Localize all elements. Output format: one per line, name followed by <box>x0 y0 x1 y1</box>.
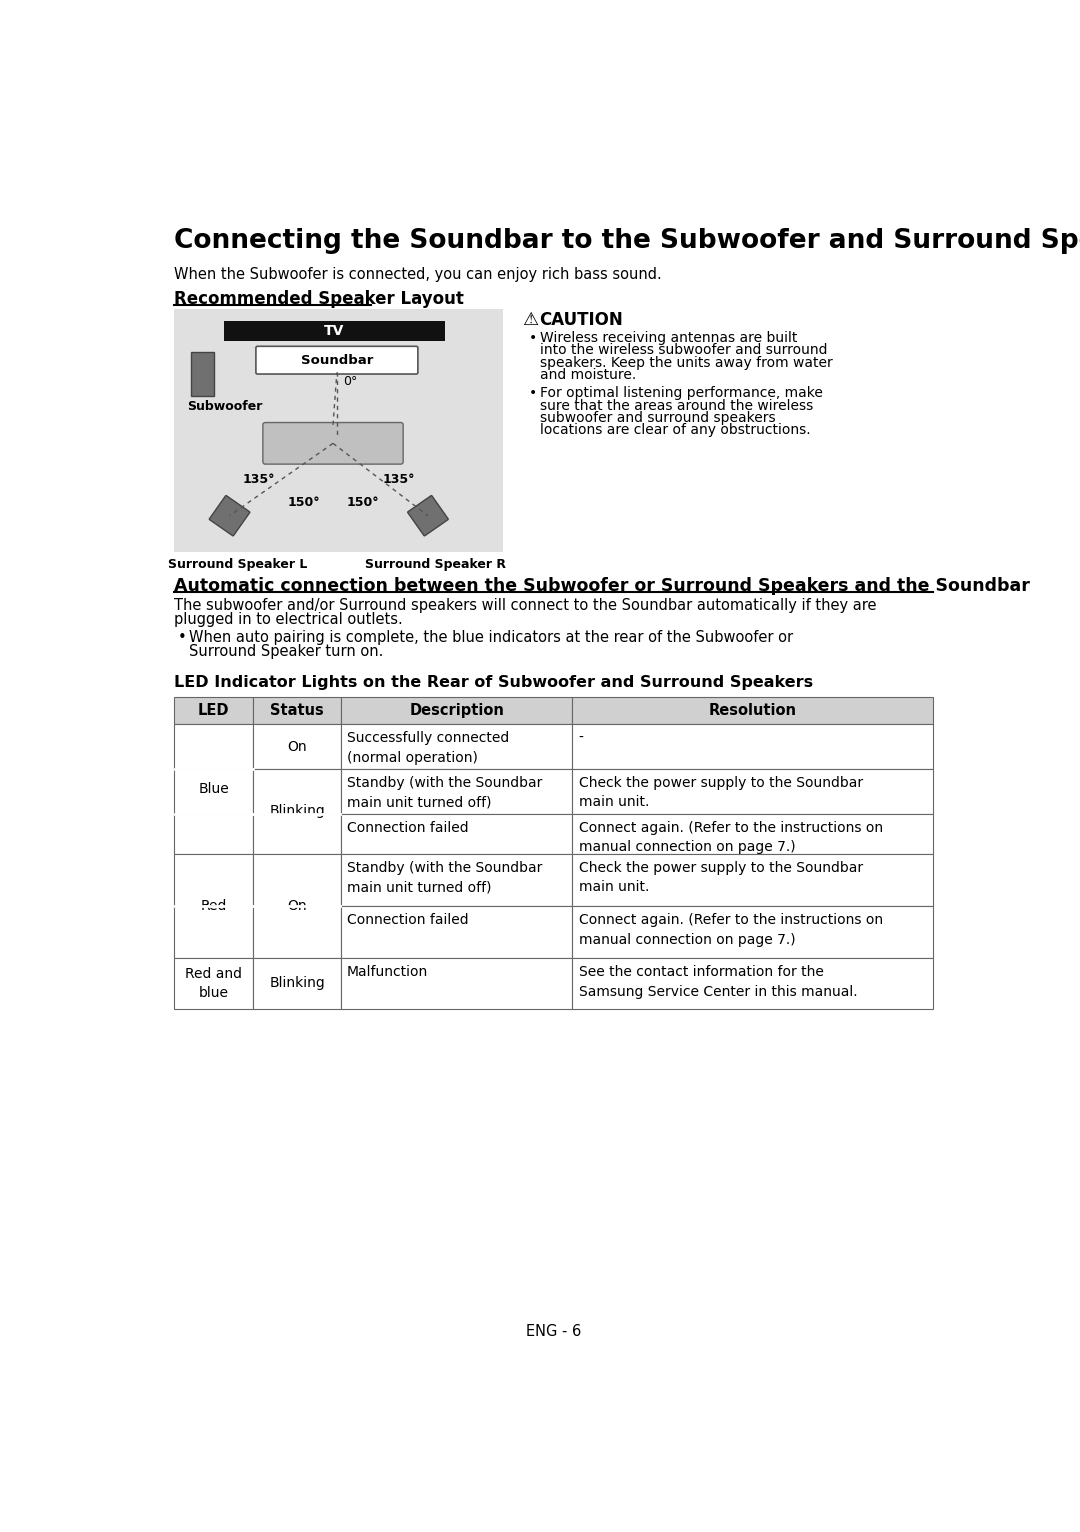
FancyBboxPatch shape <box>210 495 249 536</box>
Bar <box>341 725 572 769</box>
Text: Wireless receiving antennas are built: Wireless receiving antennas are built <box>540 331 797 345</box>
Bar <box>254 959 341 1008</box>
Bar <box>254 853 341 905</box>
Bar <box>174 853 254 905</box>
Bar <box>572 853 933 905</box>
Text: locations are clear of any obstructions.: locations are clear of any obstructions. <box>540 423 810 437</box>
Bar <box>174 959 254 1008</box>
FancyBboxPatch shape <box>256 346 418 374</box>
Text: 135°: 135° <box>382 473 415 486</box>
Text: Standby (with the Soundbar
main unit turned off): Standby (with the Soundbar main unit tur… <box>347 777 542 809</box>
Bar <box>341 697 572 725</box>
Text: into the wireless subwoofer and surround: into the wireless subwoofer and surround <box>540 343 827 357</box>
Bar <box>174 905 254 959</box>
Bar <box>225 320 445 342</box>
Text: and moisture.: and moisture. <box>540 368 636 381</box>
Text: Blue: Blue <box>199 781 229 797</box>
Text: 150°: 150° <box>347 496 379 510</box>
Text: Blinking: Blinking <box>269 804 325 818</box>
FancyBboxPatch shape <box>262 423 403 464</box>
Text: LED: LED <box>198 703 229 719</box>
Text: See the contact information for the
Samsung Service Center in this manual.: See the contact information for the Sams… <box>579 965 858 999</box>
Text: ENG - 6: ENG - 6 <box>526 1324 581 1339</box>
Text: plugged in to electrical outlets.: plugged in to electrical outlets. <box>174 611 403 627</box>
Text: CAUTION: CAUTION <box>540 311 623 329</box>
Text: Connection failed: Connection failed <box>347 913 469 927</box>
Bar <box>572 725 933 769</box>
FancyBboxPatch shape <box>408 495 448 536</box>
Text: Connect again. (Refer to the instructions on
manual connection on page 7.): Connect again. (Refer to the instruction… <box>579 821 882 855</box>
Text: Blinking: Blinking <box>269 976 325 991</box>
Text: -: - <box>579 731 583 745</box>
Text: Soundbar: Soundbar <box>300 354 373 366</box>
Bar <box>174 769 254 813</box>
Text: TV: TV <box>324 323 345 339</box>
Text: On: On <box>287 899 307 913</box>
Text: Description: Description <box>409 703 504 719</box>
Text: ⚠: ⚠ <box>523 311 539 329</box>
Text: LED Indicator Lights on the Rear of Subwoofer and Surround Speakers: LED Indicator Lights on the Rear of Subw… <box>174 676 813 689</box>
Text: speakers. Keep the units away from water: speakers. Keep the units away from water <box>540 355 833 369</box>
Text: Connecting the Soundbar to the Subwoofer and Surround Speakers: Connecting the Soundbar to the Subwoofer… <box>174 228 1080 254</box>
Bar <box>191 352 214 397</box>
Bar <box>341 813 572 853</box>
Text: For optimal listening performance, make: For optimal listening performance, make <box>540 386 823 400</box>
Bar <box>254 813 341 853</box>
Text: Red: Red <box>201 899 227 913</box>
Text: Malfunction: Malfunction <box>347 965 429 979</box>
Bar <box>572 813 933 853</box>
Text: •: • <box>529 331 537 345</box>
Text: sure that the areas around the wireless: sure that the areas around the wireless <box>540 398 813 412</box>
Text: Standby (with the Soundbar
main unit turned off): Standby (with the Soundbar main unit tur… <box>347 861 542 895</box>
Bar <box>572 697 933 725</box>
Bar <box>174 697 254 725</box>
Text: 0°: 0° <box>343 375 357 388</box>
Bar <box>341 853 572 905</box>
Text: 150°: 150° <box>287 496 320 510</box>
Text: Subwoofer: Subwoofer <box>187 400 262 414</box>
Bar <box>572 959 933 1008</box>
Bar <box>174 309 503 552</box>
Text: On: On <box>287 740 307 754</box>
Text: •: • <box>529 386 537 400</box>
Bar <box>341 905 572 959</box>
Text: •: • <box>177 631 187 645</box>
Bar <box>254 769 341 813</box>
Bar <box>254 905 341 959</box>
Bar <box>572 769 933 813</box>
Bar <box>254 697 341 725</box>
Bar <box>174 725 254 769</box>
Text: When the Subwoofer is connected, you can enjoy rich bass sound.: When the Subwoofer is connected, you can… <box>174 267 661 282</box>
Text: Recommended Speaker Layout: Recommended Speaker Layout <box>174 290 463 308</box>
Text: Check the power supply to the Soundbar
main unit.: Check the power supply to the Soundbar m… <box>579 777 863 809</box>
Text: Surround Speaker turn on.: Surround Speaker turn on. <box>189 645 383 659</box>
Bar <box>341 769 572 813</box>
Text: Surround Speaker L: Surround Speaker L <box>167 558 307 571</box>
Text: Resolution: Resolution <box>708 703 797 719</box>
Text: Automatic connection between the Subwoofer or Surround Speakers and the Soundbar: Automatic connection between the Subwoof… <box>174 576 1029 594</box>
Text: When auto pairing is complete, the blue indicators at the rear of the Subwoofer : When auto pairing is complete, the blue … <box>189 631 794 645</box>
Text: 135°: 135° <box>243 473 275 486</box>
Text: subwoofer and surround speakers: subwoofer and surround speakers <box>540 411 775 424</box>
Text: Successfully connected
(normal operation): Successfully connected (normal operation… <box>347 731 510 764</box>
Bar <box>254 725 341 769</box>
Text: Status: Status <box>270 703 324 719</box>
Text: Check the power supply to the Soundbar
main unit.: Check the power supply to the Soundbar m… <box>579 861 863 895</box>
Text: Connect again. (Refer to the instructions on
manual connection on page 7.): Connect again. (Refer to the instruction… <box>579 913 882 947</box>
Text: Connection failed: Connection failed <box>347 821 469 835</box>
Text: The subwoofer and/or Surround speakers will connect to the Soundbar automaticall: The subwoofer and/or Surround speakers w… <box>174 597 876 613</box>
Text: Surround Speaker R: Surround Speaker R <box>365 558 507 571</box>
Bar <box>174 813 254 853</box>
Bar <box>341 959 572 1008</box>
Bar <box>572 905 933 959</box>
Text: Red and
blue: Red and blue <box>185 967 242 1000</box>
